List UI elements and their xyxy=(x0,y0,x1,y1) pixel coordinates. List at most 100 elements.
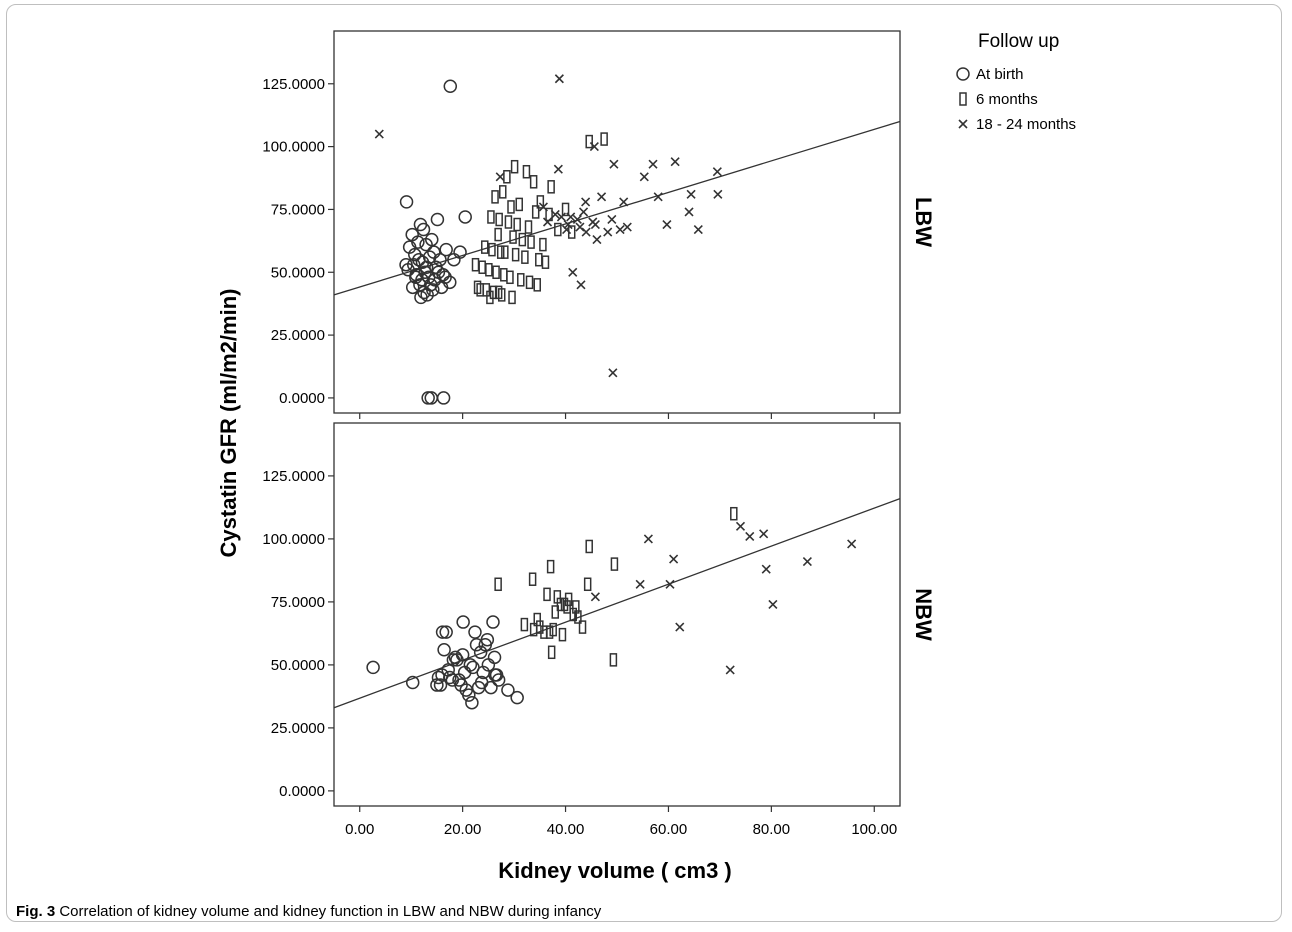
data-point xyxy=(412,252,426,267)
data-point xyxy=(622,222,632,232)
data-point xyxy=(561,202,570,217)
data-point xyxy=(469,637,484,652)
y-tick-label: 25.0000 xyxy=(271,327,325,344)
data-point xyxy=(522,164,531,179)
data-point xyxy=(528,572,537,586)
y-tick-label: 25.0000 xyxy=(271,720,325,737)
data-point xyxy=(615,224,625,235)
data-point xyxy=(590,592,600,602)
data-point xyxy=(366,660,380,675)
data-point xyxy=(575,222,585,232)
data-point xyxy=(675,622,685,632)
legend: Follow up At birth 6 months 18 - 24 months xyxy=(956,31,1076,133)
data-point xyxy=(566,212,576,222)
y-tick-label: 0.0000 xyxy=(279,783,325,800)
data-point xyxy=(374,129,384,139)
data-point xyxy=(802,557,812,567)
data-point xyxy=(554,222,562,237)
data-point xyxy=(684,207,694,217)
data-point xyxy=(437,643,451,657)
data-point xyxy=(399,195,414,209)
x-tick-label: 20.00 xyxy=(444,821,482,838)
data-point xyxy=(569,607,578,622)
data-point xyxy=(499,185,507,199)
data-point xyxy=(405,280,420,295)
data-point xyxy=(480,632,495,647)
legend-marker-circle xyxy=(956,67,970,81)
data-point xyxy=(768,599,778,609)
data-point xyxy=(533,278,541,292)
data-point xyxy=(643,534,653,544)
y-tick-label: 125.0000 xyxy=(262,468,325,485)
x-tick-label: 100.00 xyxy=(851,821,897,838)
data-point xyxy=(574,610,582,624)
data-point xyxy=(439,625,453,639)
scatter-chart: 0.0000 25.0000 50.0000 75.0000 100.0000 125.0… xyxy=(216,30,1076,883)
data-point xyxy=(568,267,578,277)
data-point xyxy=(533,612,541,627)
data-point xyxy=(539,237,547,252)
data-point xyxy=(619,197,629,207)
data-point xyxy=(572,214,582,225)
data-point xyxy=(525,275,534,290)
data-point xyxy=(509,230,517,244)
data-point xyxy=(476,283,484,297)
panel-label-lbw: LBW xyxy=(911,197,936,247)
fit-line xyxy=(333,497,901,709)
y-tick-label: 125.0000 xyxy=(262,76,325,93)
data-point xyxy=(484,680,498,695)
figure-caption: Fig. 3 Correlation of kidney volume and … xyxy=(16,903,601,920)
data-point xyxy=(686,189,696,199)
data-point xyxy=(583,577,592,592)
y-tick-label: 50.0000 xyxy=(271,657,325,674)
data-point xyxy=(448,650,463,665)
data-point xyxy=(556,212,566,222)
data-point xyxy=(487,650,502,665)
y-tick-label: 0.0000 xyxy=(279,390,325,407)
data-point xyxy=(538,202,548,212)
data-point xyxy=(693,224,703,235)
series-rect xyxy=(471,132,608,305)
series-x xyxy=(590,521,857,675)
data-point xyxy=(542,217,553,227)
data-point xyxy=(592,235,602,245)
data-point xyxy=(501,683,515,697)
data-point xyxy=(501,245,509,259)
x-tick-label: 40.00 xyxy=(547,821,585,838)
data-point xyxy=(435,668,449,682)
y-axis-title: Cystatin GFR (ml/m2/min) xyxy=(216,289,241,558)
x-tick-label: 0.00 xyxy=(345,821,374,838)
data-point xyxy=(543,587,551,602)
data-point xyxy=(430,212,445,227)
data-point xyxy=(600,132,608,146)
data-point xyxy=(510,159,519,174)
data-point xyxy=(486,615,500,629)
data-point xyxy=(662,219,672,230)
data-point xyxy=(589,142,599,152)
panel-lbw: 0.0000 25.0000 50.0000 75.0000 100.0000 125.0… xyxy=(262,30,936,419)
data-point xyxy=(473,645,488,660)
data-point xyxy=(443,79,458,94)
data-point xyxy=(435,625,450,639)
data-point xyxy=(581,197,591,207)
data-point xyxy=(653,192,663,202)
data-point xyxy=(494,577,502,592)
data-point xyxy=(496,245,505,259)
y-tick-label: 100.0000 xyxy=(262,139,325,156)
data-point xyxy=(494,227,502,242)
data-point xyxy=(465,695,479,710)
data-point xyxy=(576,280,586,290)
data-point xyxy=(545,625,554,639)
data-point xyxy=(713,189,723,199)
data-point xyxy=(550,209,560,220)
data-point xyxy=(536,195,545,209)
series-circle xyxy=(399,79,472,405)
plot-area xyxy=(333,422,901,807)
legend-title: Follow up xyxy=(978,31,1059,52)
data-point xyxy=(554,74,564,84)
x-tick-label: 60.00 xyxy=(650,821,688,838)
data-point xyxy=(506,270,514,285)
data-point xyxy=(563,600,571,614)
data-point xyxy=(670,157,680,167)
data-point xyxy=(553,164,563,174)
